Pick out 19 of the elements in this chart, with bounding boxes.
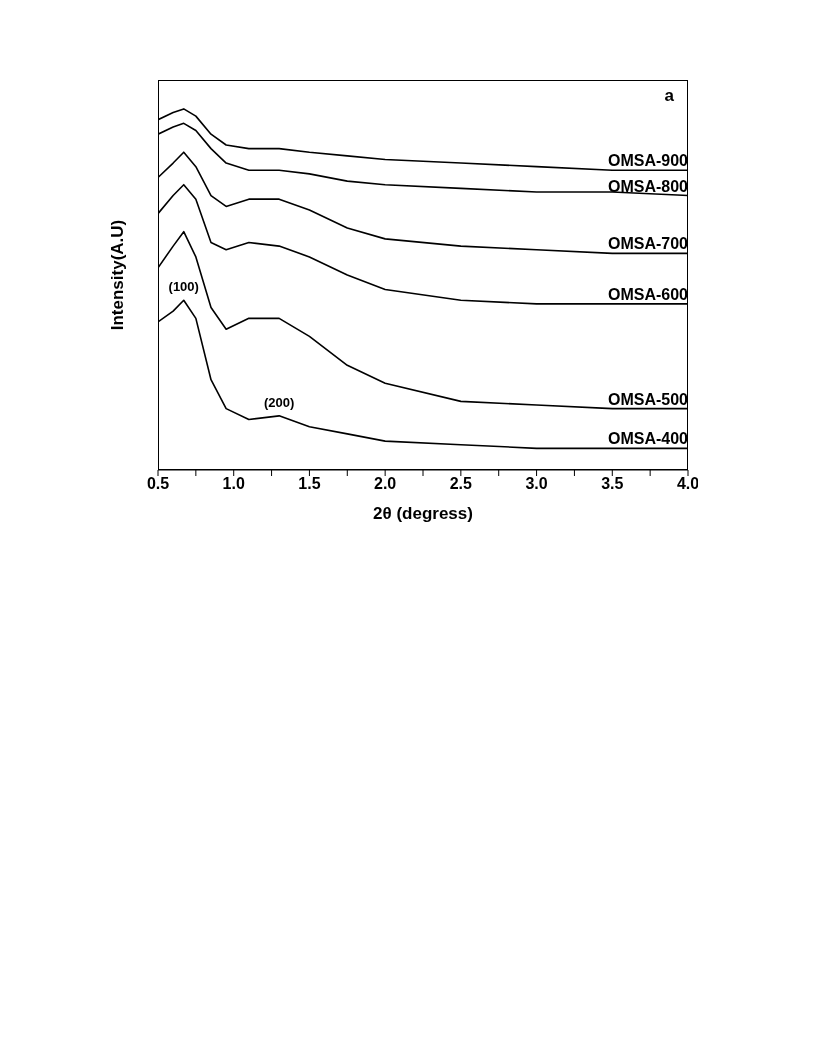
x-tick-label: 0.5: [146, 475, 170, 493]
series-label: OMSA-700: [607, 235, 689, 253]
x-tick-label: 2.0: [374, 475, 397, 493]
annotation: (200): [263, 394, 295, 410]
x-axis-title: 2θ (degress): [372, 504, 474, 524]
series-label: OMSA-800: [607, 177, 689, 195]
series-label: OMSA-900: [607, 152, 689, 170]
text: a: [664, 86, 674, 106]
x-tick-label: 3.5: [601, 475, 624, 493]
x-tick-label: 2.5: [449, 475, 473, 493]
x-tick-label: 1.5: [298, 475, 321, 493]
y-axis-title: Intensity(A.U): [108, 219, 128, 331]
x-tick-label: 1.0: [222, 475, 245, 493]
x-tick-label: 4.0: [676, 475, 700, 493]
series-label: OMSA-600: [607, 285, 689, 303]
x-tick-label: 3.0: [525, 475, 548, 493]
series-label: OMSA-500: [607, 390, 689, 408]
annotation: (100): [168, 279, 199, 295]
series-label: OMSA-400: [607, 430, 689, 448]
